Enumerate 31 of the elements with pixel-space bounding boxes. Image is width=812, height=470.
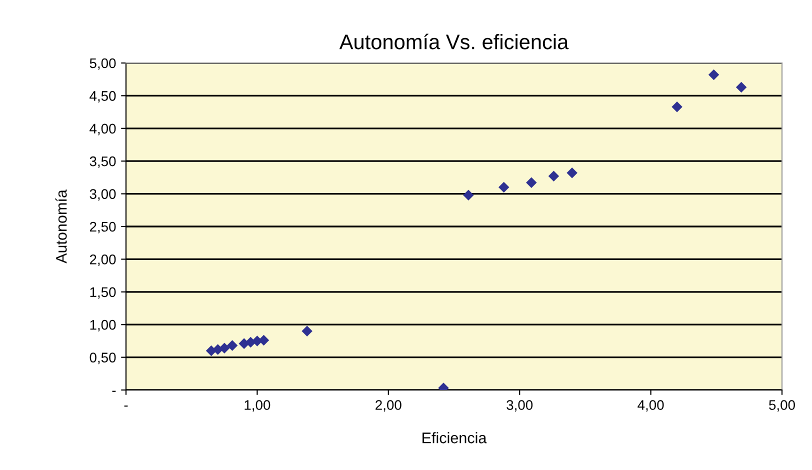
x-tick-label: 3,00 [506, 400, 533, 412]
point [526, 177, 537, 188]
chart-title: Autonomía Vs. eficiencia [339, 34, 569, 50]
y-tick-label: 5,00 [90, 58, 116, 70]
y-tick-label: - [112, 390, 116, 392]
y-tick-label: 2,50 [90, 222, 116, 234]
point [226, 340, 238, 351]
x-tick-label: 5,00 [769, 400, 795, 412]
y-tick-label: 3,50 [90, 156, 116, 168]
y-tick-label: 3,00 [90, 189, 116, 201]
y-tick-label: 2,00 [90, 254, 116, 266]
point [463, 190, 474, 200]
y-tick-label: 1,50 [90, 287, 116, 299]
x-axis-title: Eficiencia [422, 432, 487, 444]
y-tick-label: 4,00 [90, 124, 116, 136]
x-tick-label: 2,00 [376, 400, 402, 412]
y-axis-title: Autonomía [55, 190, 67, 264]
point [219, 342, 230, 354]
x-tick-label: 4,00 [638, 400, 664, 412]
point [672, 101, 682, 112]
point [708, 69, 720, 80]
x-tick-label: - [124, 406, 128, 407]
point [302, 326, 312, 337]
y-tick-label: 0,50 [90, 352, 116, 364]
point [566, 167, 578, 178]
point [736, 82, 747, 93]
y-tick-label: 4,50 [90, 91, 116, 103]
x-tick-label: 1,00 [244, 400, 270, 412]
point [548, 170, 560, 182]
y-tick-label: 1,00 [90, 320, 116, 332]
point [498, 182, 510, 193]
